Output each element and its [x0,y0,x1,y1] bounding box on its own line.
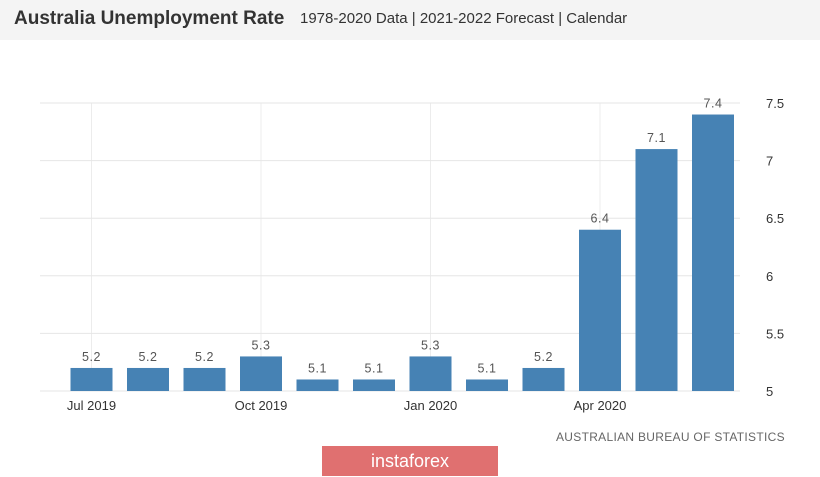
x-tick-label: Jan 2020 [404,398,458,413]
x-tick-label: Jul 2019 [67,398,116,413]
chart-bar [353,379,395,391]
bar-value-label: 5.3 [421,338,440,352]
watermark-logo: instaforex [322,446,498,476]
chart-bar [240,356,282,391]
chart-bar [522,367,565,391]
bar-value-label: 6.4 [591,212,610,226]
chart-bar [409,356,452,391]
chart-bar [692,114,734,391]
bar-value-label: 7.4 [704,97,723,111]
bar-value-label: 5.1 [308,361,327,375]
bar-value-label: 5.2 [139,350,158,364]
x-tick-label: Apr 2020 [574,398,627,413]
header-bar: Australia Unemployment Rate 1978-2020 Da… [0,0,820,40]
chart-bar [579,229,621,391]
y-tick-label: 5 [766,384,773,399]
bar-value-label: 5.1 [478,361,497,375]
chart-source: AUSTRALIAN BUREAU OF STATISTICS [556,430,785,444]
page-title: Australia Unemployment Rate [14,8,285,29]
y-tick-label: 7 [766,154,773,169]
chart-bar [635,149,678,391]
chart-bar [183,367,226,391]
chart-bar [70,367,113,391]
y-tick-label: 5.5 [766,326,784,341]
x-tick-label: Oct 2019 [235,398,288,413]
chart-bar [127,367,169,391]
y-tick-label: 6 [766,269,773,284]
bar-value-label: 5.2 [534,350,553,364]
y-tick-label: 7.5 [766,96,784,111]
chart-container: 5 5.5 6 6.5 7 7.5 5.2 5.2 5.2 5.3 5.1 5.1 5.3 5.1 5.2 6… [10,85,816,460]
y-tick-label: 6.5 [766,211,784,226]
bar-value-label: 5.3 [252,338,271,352]
bar-value-label: 5.2 [195,350,214,364]
page-subtitle: 1978-2020 Data | 2021-2022 Forecast | Ca… [300,10,628,27]
chart-bar [296,379,339,391]
bar-value-label: 7.1 [647,131,666,145]
bar-value-label: 5.2 [82,350,101,364]
bar-value-label: 5.1 [365,361,384,375]
bar-chart: 5 5.5 6 6.5 7 7.5 5.2 5.2 5.2 5.3 5.1 5.1 5.3 5.1 5.2 6… [40,96,784,413]
chart-bar [466,379,508,391]
